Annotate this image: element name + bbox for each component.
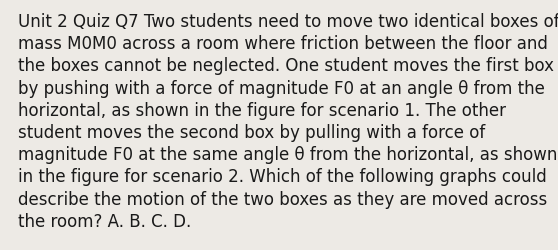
Text: magnitude F0 at the same angle θ from the horizontal, as shown: magnitude F0 at the same angle θ from th… <box>18 146 557 164</box>
Text: mass M0M0 across a room where friction between the floor and: mass M0M0 across a room where friction b… <box>18 35 548 53</box>
Text: the room? A. B. C. D.: the room? A. B. C. D. <box>18 212 191 230</box>
Text: student moves the second box by pulling with a force of: student moves the second box by pulling … <box>18 124 485 142</box>
Text: the boxes cannot be neglected. One student moves the first box: the boxes cannot be neglected. One stude… <box>18 57 554 75</box>
Text: horizontal, as shown in the figure for scenario 1. The other: horizontal, as shown in the figure for s… <box>18 102 506 119</box>
Text: by pushing with a force of magnitude F0 at an angle θ from the: by pushing with a force of magnitude F0 … <box>18 79 545 97</box>
Text: in the figure for scenario 2. Which of the following graphs could: in the figure for scenario 2. Which of t… <box>18 168 547 186</box>
Text: describe the motion of the two boxes as they are moved across: describe the motion of the two boxes as … <box>18 190 547 208</box>
Text: Unit 2 Quiz Q7 Two students need to move two identical boxes of: Unit 2 Quiz Q7 Two students need to move… <box>18 13 558 31</box>
